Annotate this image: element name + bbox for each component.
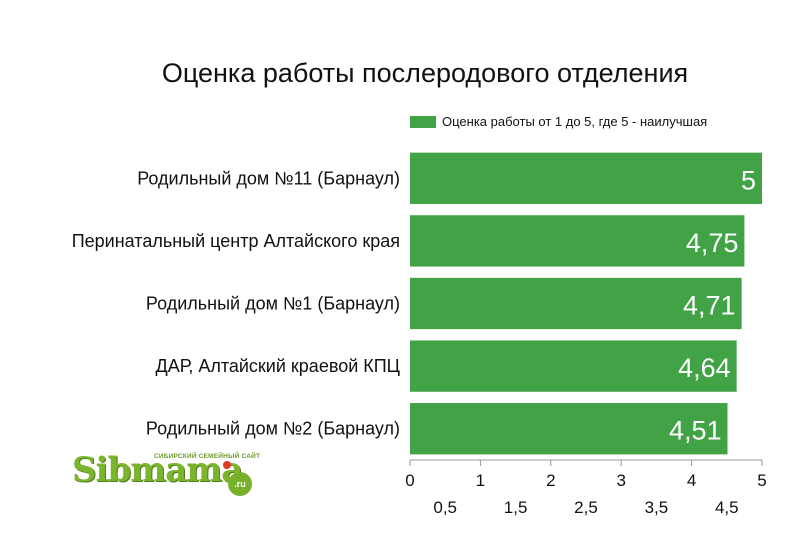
- bar-value-label: 4,71: [683, 291, 736, 321]
- bar-5: [410, 403, 728, 455]
- chart-legend: Оценка работы от 1 до 5, где 5 - наилучш…: [410, 114, 707, 129]
- bar-2: [410, 215, 745, 267]
- x-tick-label: 3: [616, 471, 625, 490]
- x-minor-tick-label: 4,5: [715, 498, 739, 517]
- x-tick-label: 4: [687, 471, 696, 490]
- x-tick-label: 0: [405, 471, 414, 490]
- x-tick-label: 1: [476, 471, 485, 490]
- category-label: Родильный дом №11 (Барнаул): [137, 168, 400, 188]
- legend-label: Оценка работы от 1 до 5, где 5 - наилучш…: [442, 114, 708, 129]
- logo-tagline: СИБИРСКИЙ СЕМЕЙНЫЙ САЙТ: [154, 453, 261, 460]
- bar-value-label: 4,51: [669, 416, 722, 446]
- x-minor-tick-label: 2,5: [574, 498, 598, 517]
- legend-swatch: [410, 115, 436, 128]
- sibmama-logo: Sibmama СИБИРСКИЙ СЕМЕЙНЫЙ САЙТ .ru: [70, 448, 260, 498]
- bar-value-label: 4,75: [686, 228, 739, 258]
- bar-3: [410, 277, 742, 330]
- x-minor-tick-label: 0,5: [433, 498, 457, 517]
- bar-value-label: 5: [741, 165, 756, 195]
- logo-dot-icon: [223, 461, 231, 469]
- bar-value-label: 4,64: [678, 353, 731, 383]
- x-tick-label: 5: [757, 471, 766, 490]
- chart-title: Оценка работы послеродового отделения: [161, 58, 689, 88]
- category-label: ДАР, Алтайский краевой КПЦ: [156, 356, 400, 376]
- logo-ru-badge: .ru: [228, 472, 252, 496]
- category-label: Родильный дом №1 (Барнаул): [146, 294, 400, 314]
- bar-4: [410, 340, 737, 392]
- category-label: Перинатальный центр Алтайского края: [72, 231, 400, 251]
- bar-1: [410, 152, 762, 204]
- x-tick-label: 2: [546, 471, 555, 490]
- x-minor-tick-label: 3,5: [645, 498, 669, 517]
- logo-wordmark: Sibmama: [72, 450, 243, 490]
- x-minor-tick-label: 1,5: [504, 498, 528, 517]
- category-label: Родильный дом №2 (Барнаул): [146, 419, 400, 439]
